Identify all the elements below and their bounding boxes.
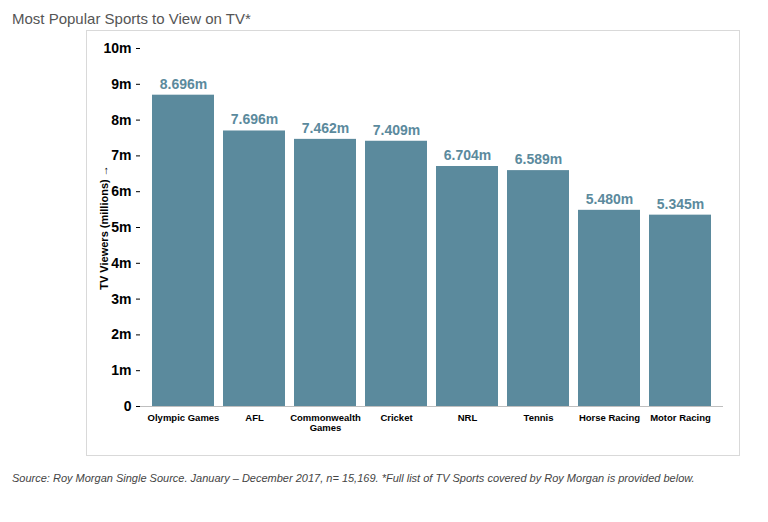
svg-text:7.696m: 7.696m <box>231 111 278 127</box>
svg-text:TV Viewers (millions) →: TV Viewers (millions) → <box>98 165 110 290</box>
svg-text:5m: 5m <box>111 219 131 235</box>
svg-text:8m: 8m <box>111 112 131 128</box>
svg-text:Horse Racing: Horse Racing <box>579 412 640 423</box>
svg-text:5.345m: 5.345m <box>657 196 704 212</box>
svg-text:NRL: NRL <box>458 412 478 423</box>
svg-text:CommonwealthGames: CommonwealthGames <box>290 412 361 433</box>
svg-text:AFL: AFL <box>245 412 264 423</box>
svg-text:Olympic Games: Olympic Games <box>148 412 220 423</box>
svg-text:7.462m: 7.462m <box>302 120 349 136</box>
svg-text:2m: 2m <box>111 326 131 342</box>
svg-text:8.696m: 8.696m <box>160 76 207 92</box>
svg-text:9m: 9m <box>111 76 131 92</box>
svg-text:6m: 6m <box>111 183 131 199</box>
svg-text:5.480m: 5.480m <box>586 191 633 207</box>
html-text:Most Popular Sports to View on: Most Popular Sports to View on TV* <box>12 10 251 27</box>
svg-text:1m: 1m <box>111 362 131 378</box>
html-text:Source: Roy Morgan Single Sour: Source: Roy Morgan Single Source. Januar… <box>12 472 695 484</box>
svg-text:10m: 10m <box>103 40 131 56</box>
svg-text:4m: 4m <box>111 255 131 271</box>
svg-text:3m: 3m <box>111 291 131 307</box>
svg-text:0: 0 <box>124 398 132 414</box>
svg-text:7m: 7m <box>111 147 131 163</box>
svg-text:7.409m: 7.409m <box>373 122 420 138</box>
svg-text:6.704m: 6.704m <box>444 147 491 163</box>
svg-text:Cricket: Cricket <box>380 412 413 423</box>
svg-text:Tennis: Tennis <box>524 412 554 423</box>
svg-text:6.589m: 6.589m <box>515 151 562 167</box>
svg-text:Motor Racing: Motor Racing <box>650 412 711 423</box>
